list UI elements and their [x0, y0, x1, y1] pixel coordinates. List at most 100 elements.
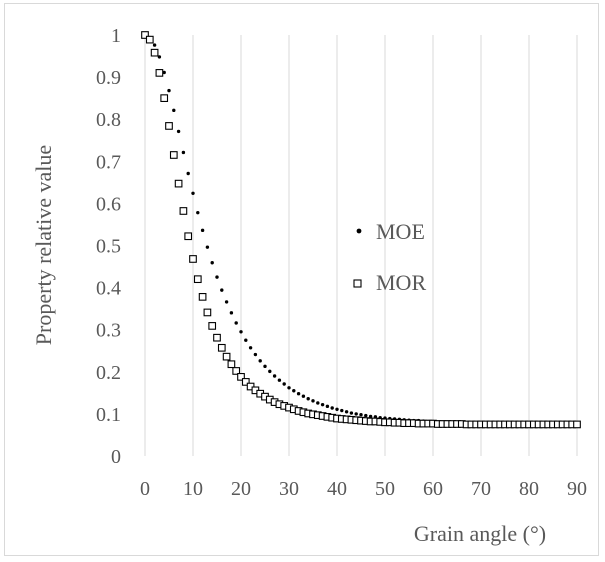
moe-point-19: [234, 321, 238, 325]
mor-point-7: [174, 179, 183, 188]
moe-point-26: [268, 369, 272, 374]
mor-point-2: [150, 48, 159, 57]
mor-point-18: [227, 360, 236, 369]
moe-point-10: [191, 191, 195, 195]
moe-point-43: [349, 411, 354, 415]
y-axis-ticks: 0 0.1 0.2 0.3 0.4 0.5 0.6 0.7 0.8 0.9 1: [96, 25, 121, 468]
y-tick-label-3: 0.3: [96, 320, 121, 342]
legend-marker-moe: [356, 228, 362, 234]
moe-point-14: [210, 261, 214, 265]
moe-point-36: [316, 401, 320, 405]
mor-point-12: [198, 293, 207, 301]
legend: MOE MOR: [353, 219, 426, 295]
moe-point-9: [186, 171, 190, 176]
mor-point-0: [141, 31, 149, 39]
y-tick-label-5: 0.5: [96, 236, 121, 258]
x-tick-label-0: 0: [140, 478, 150, 500]
mor-point-3: [155, 69, 164, 77]
moe-point-32: [296, 391, 301, 396]
moe-point-34: [306, 397, 310, 401]
x-axis-title: Grain angle (°): [414, 521, 546, 546]
moe-point-47: [368, 414, 373, 419]
y-tick-label-1: 0.1: [96, 404, 121, 426]
moe-point-46: [364, 413, 368, 418]
mor-point-5: [165, 122, 173, 130]
y-axis-title: Property relative value: [31, 145, 56, 345]
data-markers: [141, 31, 581, 429]
moe-point-28: [277, 378, 282, 382]
moe-point-18: [229, 311, 234, 315]
y-tick-label-7: 0.7: [96, 151, 121, 173]
moe-point-15: [215, 275, 219, 279]
mor-point-10: [189, 255, 197, 263]
x-tick-label-1: 10: [183, 478, 203, 500]
legend-label-mor: MOR: [376, 270, 426, 295]
moe-point-38: [325, 404, 330, 409]
mor-point-4: [160, 94, 169, 102]
moe-point-13: [205, 245, 210, 249]
series-mor: [141, 31, 581, 429]
moe-point-2: [152, 43, 157, 47]
y-tick-label-8: 0.8: [96, 109, 121, 131]
moe-point-41: [340, 408, 344, 413]
mor-point-20: [237, 373, 245, 381]
moe-point-20: [239, 330, 243, 334]
series-moe: [143, 33, 579, 426]
mor-point-8: [179, 207, 188, 215]
mor-point-19: [232, 367, 241, 375]
moe-point-31: [292, 389, 296, 393]
x-tick-label-6: 60: [423, 478, 443, 500]
mor-point-14: [208, 322, 217, 330]
moe-point-16: [220, 288, 224, 292]
mor-point-6: [169, 151, 178, 159]
mor-point-1: [145, 35, 154, 44]
y-tick-label-6: 0.6: [96, 193, 121, 215]
mor-point-11: [193, 275, 202, 284]
moe-point-22: [248, 346, 253, 350]
moe-point-42: [344, 410, 349, 414]
moe-point-24: [258, 359, 262, 363]
moe-point-27: [272, 374, 277, 378]
x-tick-label-7: 70: [471, 478, 491, 500]
moe-point-39: [330, 406, 334, 410]
moe-point-21: [244, 338, 248, 342]
x-tick-label-8: 80: [519, 478, 539, 500]
moe-point-44: [354, 412, 358, 416]
moe-point-12: [200, 228, 205, 233]
moe-point-7: [176, 129, 181, 134]
moe-point-37: [320, 402, 325, 407]
grid-lines: [144, 35, 578, 456]
x-tick-label-2: 20: [231, 478, 251, 500]
moe-point-35: [311, 399, 315, 403]
moe-point-3: [157, 55, 162, 59]
mor-point-16: [217, 343, 226, 352]
moe-point-8: [181, 150, 186, 155]
moe-point-33: [301, 394, 306, 398]
mor-point-9: [184, 232, 193, 241]
x-tick-label-9: 90: [567, 478, 587, 500]
chart-frame: [4, 3, 599, 556]
moe-point-40: [335, 407, 339, 411]
mor-point-17: [222, 352, 231, 361]
mor-point-15: [213, 333, 221, 342]
y-tick-label-2: 0.2: [96, 362, 121, 384]
mor-point-90: [573, 420, 581, 429]
y-tick-label-9: 0.9: [96, 67, 121, 89]
x-axis-ticks: 0 10 20 30 40 50 60 70 80 90: [140, 478, 587, 500]
moe-point-6: [172, 108, 176, 113]
moe-point-4: [162, 70, 166, 75]
y-tick-label-0: 0: [111, 446, 121, 468]
legend-label-moe: MOE: [376, 219, 425, 244]
y-tick-label-10: 1: [111, 25, 121, 47]
mor-point-13: [203, 308, 212, 317]
x-tick-label-3: 30: [279, 478, 299, 500]
legend-marker-mor: [353, 279, 362, 288]
moe-point-5: [167, 88, 171, 93]
moe-point-45: [359, 413, 363, 417]
moe-point-30: [287, 386, 291, 390]
moe-point-17: [224, 300, 229, 304]
x-tick-label-5: 50: [375, 478, 395, 500]
moe-point-25: [263, 364, 267, 369]
y-tick-label-4: 0.4: [96, 278, 121, 300]
